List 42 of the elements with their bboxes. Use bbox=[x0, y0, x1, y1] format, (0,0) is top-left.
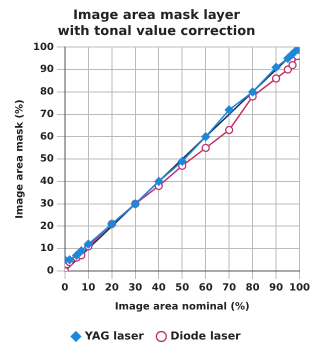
point bbox=[202, 144, 210, 152]
point bbox=[76, 246, 86, 256]
y-tick-label: 80 bbox=[40, 86, 54, 98]
x-tick-label: 80 bbox=[246, 282, 260, 294]
point bbox=[224, 105, 234, 114]
point bbox=[178, 156, 187, 166]
x-tick-label: 90 bbox=[269, 282, 284, 294]
x-tick-label: 20 bbox=[104, 282, 119, 294]
y-tick-label: 20 bbox=[40, 220, 54, 232]
y-tick-label: 90 bbox=[40, 64, 54, 76]
x-tick-label: 40 bbox=[152, 282, 166, 294]
y-tick-label: 50 bbox=[40, 154, 54, 165]
point bbox=[225, 126, 234, 134]
point bbox=[154, 176, 164, 186]
legend-label: Diode laser bbox=[170, 329, 242, 342]
x-tick-label: 100 bbox=[289, 282, 310, 294]
x-tick-label: 30 bbox=[128, 282, 142, 294]
y-tick-label: 60 bbox=[40, 131, 54, 142]
y-tick-label: 40 bbox=[40, 176, 54, 188]
point bbox=[283, 54, 292, 63]
x-tick-label: 0 bbox=[61, 282, 68, 294]
point bbox=[272, 74, 280, 83]
point bbox=[72, 250, 82, 260]
y-tick-label: 70 bbox=[40, 108, 54, 120]
point bbox=[248, 87, 258, 96]
x-axis-title: Image area nominal (%) bbox=[114, 302, 250, 313]
point bbox=[84, 240, 93, 249]
x-tick-label: 50 bbox=[175, 282, 190, 294]
y-tick-label: 0 bbox=[46, 266, 54, 277]
legend-label: YAG laser bbox=[84, 329, 144, 342]
y-tick-label: 30 bbox=[40, 198, 54, 210]
x-tick-label: 10 bbox=[81, 282, 96, 294]
y-tick-label: 100 bbox=[33, 42, 54, 53]
point bbox=[288, 60, 297, 70]
chart-title: Image area mask layer with tonal value correction bbox=[58, 8, 256, 39]
point bbox=[201, 132, 210, 142]
point bbox=[288, 49, 298, 58]
y-tick-label: 10 bbox=[40, 243, 54, 254]
y-axis-title: Image area mask (%) bbox=[14, 99, 26, 219]
point bbox=[272, 62, 281, 72]
x-tick-label: 70 bbox=[222, 282, 236, 294]
x-tick-label: 60 bbox=[198, 282, 213, 294]
